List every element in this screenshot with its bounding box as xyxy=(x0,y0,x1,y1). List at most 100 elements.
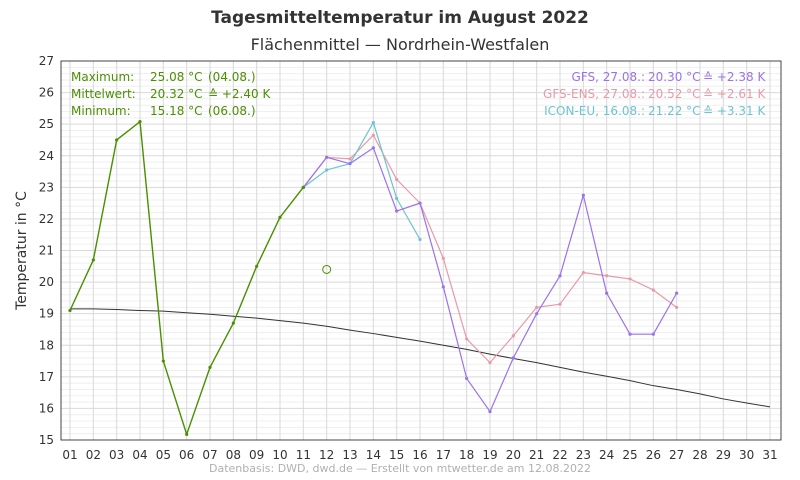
x-tick-label: 16 xyxy=(412,448,427,462)
y-tick-label: 24 xyxy=(39,149,54,163)
legend-value: 20.30 °C xyxy=(648,70,701,84)
data-point-icon-eu xyxy=(418,237,422,242)
data-point-observed xyxy=(278,215,282,219)
x-tick-label: 31 xyxy=(762,448,777,462)
stat-extra: (04.08.) xyxy=(208,70,256,84)
data-point-gfs-ens xyxy=(465,337,469,341)
data-point-observed xyxy=(208,365,212,369)
data-point-gfs-ens xyxy=(535,305,539,309)
x-tick-label: 11 xyxy=(296,448,311,462)
data-point-gfs xyxy=(605,291,609,295)
x-tick-label: 05 xyxy=(156,448,171,462)
data-point-gfs-ens xyxy=(628,277,632,281)
data-point-observed xyxy=(231,321,235,325)
y-tick-label: 17 xyxy=(39,370,54,384)
data-point-observed xyxy=(91,258,95,262)
data-point-gfs-ens xyxy=(651,288,655,292)
y-tick-label: 21 xyxy=(39,244,54,258)
x-tick-label: 17 xyxy=(436,448,451,462)
data-point-gfs-ens xyxy=(605,274,609,278)
data-point-gfs xyxy=(371,146,375,150)
x-tick-label: 07 xyxy=(202,448,217,462)
x-tick-label: 01 xyxy=(62,448,77,462)
x-tick-label: 23 xyxy=(576,448,591,462)
data-point-gfs-ens xyxy=(441,256,445,260)
legend-value: 20.52 °C xyxy=(648,87,701,101)
data-point-observed xyxy=(68,308,72,313)
x-tick-label: 08 xyxy=(226,448,241,462)
stat-label: Mittelwert: xyxy=(71,87,136,101)
x-tick-label: 18 xyxy=(459,448,474,462)
stat-value: 20.32 °C xyxy=(150,87,203,101)
data-point-gfs xyxy=(651,332,655,336)
data-point-gfs-ens xyxy=(511,334,515,338)
data-point-observed xyxy=(138,120,142,124)
plot-frame xyxy=(60,60,782,441)
data-point-gfs xyxy=(511,356,515,360)
data-point-gfs-ens xyxy=(488,361,492,365)
data-point-gfs xyxy=(558,274,562,278)
series-line-icon-eu xyxy=(302,121,421,240)
x-tick-label: 15 xyxy=(389,448,404,462)
y-tick-label: 27 xyxy=(39,54,54,68)
series-line-climate xyxy=(70,308,771,408)
legend-label: GFS, 27.08.: xyxy=(572,70,645,84)
x-tick-label: 14 xyxy=(366,448,381,462)
stat-label: Minimum: xyxy=(71,104,131,118)
x-tick-label: 04 xyxy=(132,448,147,462)
legend-label: GFS-ENS, 27.08.: xyxy=(543,87,645,101)
stat-value: 15.18 °C xyxy=(150,104,203,118)
data-point-gfs-ens xyxy=(395,177,399,182)
data-point-observed xyxy=(115,138,119,142)
x-tick-label: 09 xyxy=(249,448,264,462)
legend-delta: ≙ +3.31 K xyxy=(703,104,766,118)
y-tick-label: 23 xyxy=(39,180,54,194)
data-point-icon-eu xyxy=(371,120,375,125)
chart-title: Tagesmitteltemperatur im August 2022 xyxy=(211,8,589,28)
data-point-observed xyxy=(301,185,305,189)
mean-marker xyxy=(322,264,332,274)
y-tick-label: 16 xyxy=(39,401,54,415)
data-point-gfs xyxy=(418,201,422,205)
x-tick-label: 26 xyxy=(646,448,661,462)
data-point-observed xyxy=(255,264,259,268)
y-tick-label: 15 xyxy=(39,433,54,447)
x-tick-label: 25 xyxy=(622,448,637,462)
data-point-observed xyxy=(185,432,189,436)
y-tick-label: 25 xyxy=(39,117,54,131)
x-tick-label: 06 xyxy=(179,448,194,462)
data-point-gfs xyxy=(348,162,352,166)
y-tick-label: 22 xyxy=(39,212,54,226)
data-point-observed xyxy=(161,359,165,363)
x-tick-label: 30 xyxy=(739,448,754,462)
data-point-gfs xyxy=(628,332,632,336)
data-point-gfs xyxy=(325,155,329,159)
stat-value: 25.08 °C xyxy=(150,70,203,84)
data-point-gfs-ens xyxy=(558,302,562,306)
y-tick-label: 19 xyxy=(39,307,54,321)
legend-label: ICON-EU, 16.08.: xyxy=(544,104,645,118)
legend-value: 21.22 °C xyxy=(648,104,701,118)
data-point-gfs xyxy=(441,285,445,289)
data-point-gfs xyxy=(395,209,399,213)
chart-subtitle: Flächenmittel — Nordrhein-Westfalen xyxy=(250,35,550,54)
x-tick-label: 13 xyxy=(342,448,357,462)
stat-label: Maximum: xyxy=(71,70,134,84)
x-tick-label: 12 xyxy=(319,448,334,462)
data-point-gfs xyxy=(581,193,585,197)
x-tick-label: 20 xyxy=(506,448,521,462)
x-tick-label: 02 xyxy=(86,448,101,462)
y-tick-label: 18 xyxy=(39,338,54,352)
legend-delta: ≙ +2.38 K xyxy=(703,70,766,84)
data-point-gfs xyxy=(465,376,469,381)
data-point-icon-eu xyxy=(325,168,329,172)
data-point-gfs-ens xyxy=(348,157,352,161)
data-point-gfs xyxy=(488,409,492,414)
x-tick-label: 19 xyxy=(482,448,497,462)
stat-extra: (06.08.) xyxy=(208,104,256,118)
data-point-gfs xyxy=(535,312,539,316)
y-tick-label: 20 xyxy=(39,275,54,289)
x-tick-label: 28 xyxy=(692,448,707,462)
data-point-gfs-ens xyxy=(371,133,375,137)
